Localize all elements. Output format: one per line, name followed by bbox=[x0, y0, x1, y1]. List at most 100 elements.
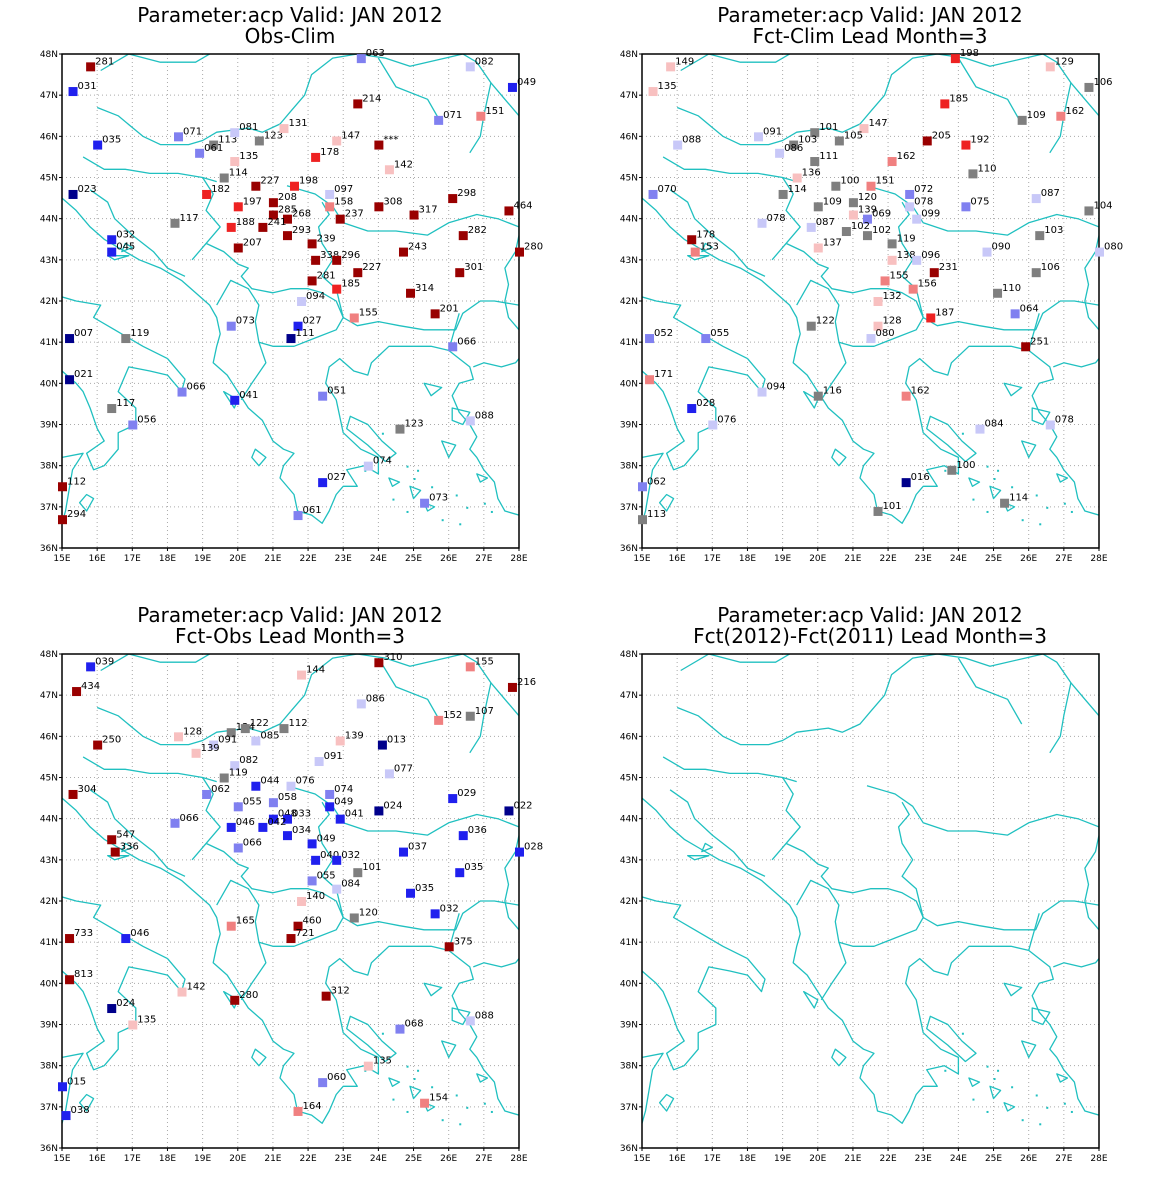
station-value: 024 bbox=[116, 998, 135, 1009]
station-marker bbox=[708, 420, 718, 430]
station-marker bbox=[1010, 309, 1020, 319]
y-tick-label: 37N bbox=[620, 503, 638, 513]
y-tick-label: 43N bbox=[40, 856, 58, 866]
station-value: 109 bbox=[823, 196, 842, 207]
station-marker bbox=[68, 789, 78, 799]
station-marker bbox=[65, 334, 75, 344]
station-marker bbox=[873, 321, 883, 331]
station-value: 032 bbox=[116, 229, 135, 240]
station-marker bbox=[230, 995, 240, 1005]
station-marker bbox=[258, 822, 268, 832]
station-marker bbox=[226, 728, 236, 738]
x-tick-label: 28E bbox=[510, 554, 527, 564]
x-tick-label: 24E bbox=[370, 554, 387, 564]
station-marker bbox=[230, 128, 240, 138]
station-value: 375 bbox=[454, 936, 473, 947]
station-marker bbox=[384, 165, 394, 175]
station-marker bbox=[356, 54, 366, 64]
station-marker bbox=[947, 465, 957, 475]
station-marker bbox=[374, 202, 384, 212]
station-value: 208 bbox=[278, 192, 297, 203]
y-tick-label: 47N bbox=[40, 691, 58, 701]
station-marker bbox=[515, 247, 524, 257]
station-marker bbox=[86, 662, 96, 672]
y-tick-label: 38N bbox=[40, 462, 58, 472]
station-value: 129 bbox=[1055, 56, 1074, 67]
station-marker bbox=[1084, 82, 1094, 92]
station-value: 106 bbox=[1093, 77, 1112, 88]
station-marker bbox=[975, 424, 985, 434]
y-tick-label: 36N bbox=[40, 544, 58, 554]
station-value: 051 bbox=[327, 386, 346, 397]
station-marker bbox=[58, 1082, 67, 1092]
station-value: 075 bbox=[970, 196, 989, 207]
station-marker bbox=[420, 1098, 430, 1108]
station-marker bbox=[806, 222, 816, 232]
station-marker bbox=[950, 54, 960, 64]
map-panel-fct-obs: Parameter:acp Valid: JAN 2012 Fct-Obs Lea… bbox=[0, 600, 580, 1200]
station-value: 048 bbox=[278, 809, 297, 820]
station-value: 044 bbox=[260, 776, 279, 787]
station-marker bbox=[901, 391, 911, 401]
x-tick-label: 19E bbox=[774, 554, 791, 564]
station-marker bbox=[321, 991, 331, 1001]
station-value: 205 bbox=[932, 130, 951, 141]
station-value: 122 bbox=[250, 718, 269, 729]
station-value: 045 bbox=[116, 242, 135, 253]
station-marker bbox=[638, 482, 647, 492]
y-tick-label: 44N bbox=[40, 815, 58, 825]
station-value: 073 bbox=[429, 493, 448, 504]
station-value: 120 bbox=[359, 907, 378, 918]
station-marker bbox=[128, 420, 138, 430]
y-tick-label: 43N bbox=[40, 256, 58, 266]
panel-title: Parameter:acp Valid: JAN 2012 bbox=[717, 3, 1022, 27]
x-tick-label: 26E bbox=[1020, 554, 1037, 564]
station-value: 317 bbox=[419, 205, 438, 216]
station-value: 140 bbox=[306, 891, 325, 902]
station-value: 128 bbox=[883, 316, 902, 327]
panel-subtitle: Fct-Clim Lead Month=3 bbox=[752, 24, 987, 48]
station-value: 037 bbox=[408, 842, 427, 853]
x-tick-label: 16E bbox=[669, 1154, 686, 1164]
station-value: 153 bbox=[700, 242, 719, 253]
station-value: 135 bbox=[658, 81, 677, 92]
x-tick-label: 17E bbox=[704, 554, 721, 564]
station-marker bbox=[458, 231, 468, 241]
station-value: 064 bbox=[1020, 303, 1039, 314]
x-tick-label: 18E bbox=[159, 1154, 176, 1164]
station-marker bbox=[690, 247, 700, 257]
x-tick-label: 21E bbox=[844, 1154, 861, 1164]
station-marker bbox=[363, 461, 373, 471]
station-value: 139 bbox=[201, 743, 220, 754]
station-value: 304 bbox=[78, 784, 97, 795]
station-value: 142 bbox=[187, 982, 206, 993]
y-tick-label: 47N bbox=[620, 691, 638, 701]
y-tick-label: 47N bbox=[620, 91, 638, 101]
station-marker bbox=[1017, 115, 1027, 125]
station-marker bbox=[645, 334, 655, 344]
station-marker bbox=[107, 1004, 117, 1014]
station-marker bbox=[282, 831, 292, 841]
x-tick-label: 20E bbox=[229, 1154, 246, 1164]
station-value: 251 bbox=[1030, 336, 1049, 347]
station-value: 066 bbox=[457, 336, 476, 347]
station-marker bbox=[813, 202, 823, 212]
station-value: 165 bbox=[236, 916, 255, 927]
station-value: 112 bbox=[288, 718, 307, 729]
station-value: 198 bbox=[299, 176, 318, 187]
station-value: 105 bbox=[844, 130, 863, 141]
station-marker bbox=[912, 214, 922, 224]
map-panel-fct-clim: Parameter:acp Valid: JAN 2012 Fct-Clim Le… bbox=[580, 0, 1160, 600]
station-marker bbox=[230, 761, 240, 771]
station-marker bbox=[775, 148, 785, 158]
station-marker bbox=[384, 769, 394, 779]
station-value: 227 bbox=[260, 176, 279, 187]
station-marker bbox=[968, 169, 978, 179]
x-tick-label: 16E bbox=[669, 554, 686, 564]
station-value: 015 bbox=[67, 1076, 86, 1087]
station-marker bbox=[219, 173, 229, 183]
station-value: 036 bbox=[468, 825, 487, 836]
station-marker bbox=[1095, 247, 1104, 257]
station-marker bbox=[813, 243, 823, 253]
station-value: 117 bbox=[179, 213, 198, 224]
